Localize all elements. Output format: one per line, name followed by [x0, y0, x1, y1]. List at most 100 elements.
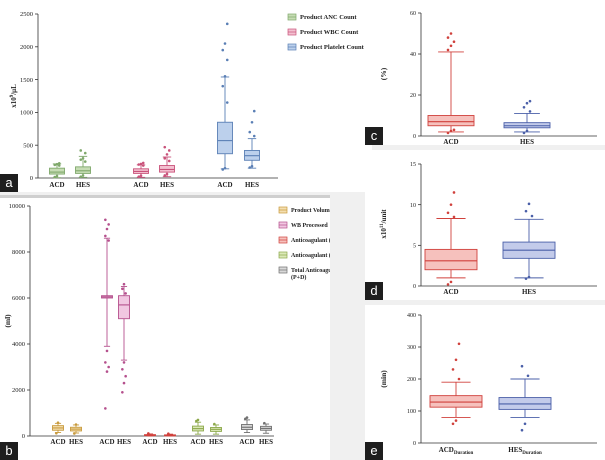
- y-axis-label-text: (ml): [3, 314, 12, 328]
- box-group: [133, 161, 149, 178]
- y-axis-label: (%): [379, 67, 388, 80]
- box-iqr: [217, 121, 233, 155]
- y-tick-label: 8000: [12, 249, 25, 256]
- outlier-point: [121, 287, 124, 291]
- outlier-point: [137, 175, 141, 178]
- outlier-point: [457, 377, 461, 381]
- chart-panel-c: 0 20 40 60 (%) ACD HES c: [365, 0, 605, 145]
- y-tick-label: 4000: [12, 341, 25, 348]
- x-tick-label: ACD: [50, 438, 65, 446]
- outlier-point: [83, 160, 87, 163]
- y-tick-label: 15: [410, 162, 416, 168]
- x-tick-label-main: ACD: [443, 288, 458, 296]
- legend-label-line: (P+D): [291, 274, 306, 281]
- y-tick-label: 20: [410, 93, 416, 99]
- box-group: [424, 191, 478, 286]
- outlier-point: [73, 432, 76, 435]
- outlier-point: [530, 214, 534, 218]
- box-group: [192, 418, 204, 435]
- box-group: [217, 22, 233, 171]
- chart-d: 0 5 10 15 x1011/unit ACD HES: [380, 162, 597, 296]
- outlier-point: [137, 163, 141, 166]
- outlier-point: [121, 368, 124, 371]
- outlier-point: [449, 32, 453, 35]
- x-tick-label-main: HES: [522, 288, 536, 296]
- y-tick-label: 300: [407, 345, 416, 351]
- box-group: [244, 109, 260, 169]
- box-group: [502, 202, 556, 280]
- outlier-point: [250, 120, 254, 124]
- outlier-point: [527, 202, 531, 206]
- panel-divider: [0, 195, 330, 198]
- outlier-point: [248, 130, 252, 134]
- y-tick-label: 40: [410, 52, 416, 58]
- outlier-point: [449, 280, 453, 284]
- box-group: [210, 422, 222, 435]
- outlier-point: [139, 174, 143, 178]
- outlier-point: [167, 149, 171, 152]
- x-tick-label-main: ACD: [49, 181, 64, 189]
- x-tick-label: HES: [522, 288, 536, 296]
- box-group: [498, 364, 552, 432]
- outlier-point: [449, 203, 453, 206]
- outlier-point: [122, 361, 126, 364]
- outlier-point: [252, 109, 256, 113]
- outlier-point: [196, 418, 200, 422]
- outlier-point: [105, 370, 109, 373]
- outlier-point: [221, 48, 225, 52]
- chart-panel-b: 0 2000 4000 6000 8000 10000 (ml) ACD HES ACD HES AC…: [0, 198, 330, 460]
- box-group: [52, 421, 64, 435]
- outlier-point: [446, 283, 450, 286]
- x-tick-label-main: ACD: [443, 138, 458, 145]
- outlier-point: [74, 423, 78, 426]
- x-tick-label-main: ACD: [50, 438, 65, 446]
- box-group: [159, 145, 175, 178]
- chart-panel-a: 0 500 1000 1500 2000 2500 x109/μL ACD HES ACD HES A…: [0, 0, 372, 192]
- outlier-point: [446, 48, 450, 52]
- outlier-point: [83, 151, 87, 155]
- x-tick-label-main: HES: [508, 446, 522, 454]
- outlier-point: [124, 374, 127, 378]
- box-group: [164, 432, 176, 437]
- x-tick-label: ACD: [142, 438, 157, 446]
- outlier-point: [165, 153, 169, 156]
- x-tick-label: HES: [163, 438, 177, 446]
- outlier-point: [248, 166, 252, 169]
- x-tick-label-main: HES: [76, 181, 90, 189]
- outlier-point: [163, 174, 167, 177]
- outlier-point: [225, 22, 229, 26]
- outlier-point: [107, 365, 110, 369]
- legend-label-line: Total Anticoagulant: [291, 268, 330, 274]
- box-group: [101, 218, 113, 410]
- outlier-point: [167, 432, 170, 435]
- outlier-point: [454, 419, 458, 422]
- x-tick-label-main: HES: [69, 438, 83, 446]
- x-tick-label: HES: [520, 138, 534, 145]
- y-tick-label: 6000: [12, 295, 25, 302]
- outlier-point: [56, 421, 60, 424]
- outlier-point: [104, 361, 107, 364]
- x-tick-label: ACDDuration: [439, 446, 474, 456]
- legend-label: Total Anticoagulant(P+D): [291, 268, 330, 281]
- outlier-point: [452, 191, 456, 194]
- outlier-point: [525, 129, 529, 133]
- y-tick-label: 200: [407, 377, 416, 383]
- outlier-point: [79, 158, 83, 161]
- x-tick-label: ACD: [49, 181, 64, 189]
- x-tick-label-main: ACD: [142, 438, 157, 446]
- outlier-point: [104, 218, 107, 222]
- outlier-point: [223, 75, 227, 78]
- panel-label-e: e: [365, 442, 383, 460]
- y-axis-label: x1011/unit: [380, 209, 388, 239]
- outlier-point: [525, 101, 529, 105]
- x-tick-label-main: HES: [117, 438, 131, 446]
- panel-label-d: d: [365, 282, 383, 300]
- y-tick-label: 10: [410, 203, 416, 209]
- y-axis-label-sup: 11: [380, 223, 385, 228]
- outlier-point: [141, 164, 145, 167]
- chart-panel-e: 0 100 200 300 400 (min) ACDDuration HESDuration…: [365, 305, 605, 460]
- outlier-point: [522, 106, 526, 109]
- outlier-point: [55, 431, 58, 435]
- outlier-point: [528, 110, 532, 113]
